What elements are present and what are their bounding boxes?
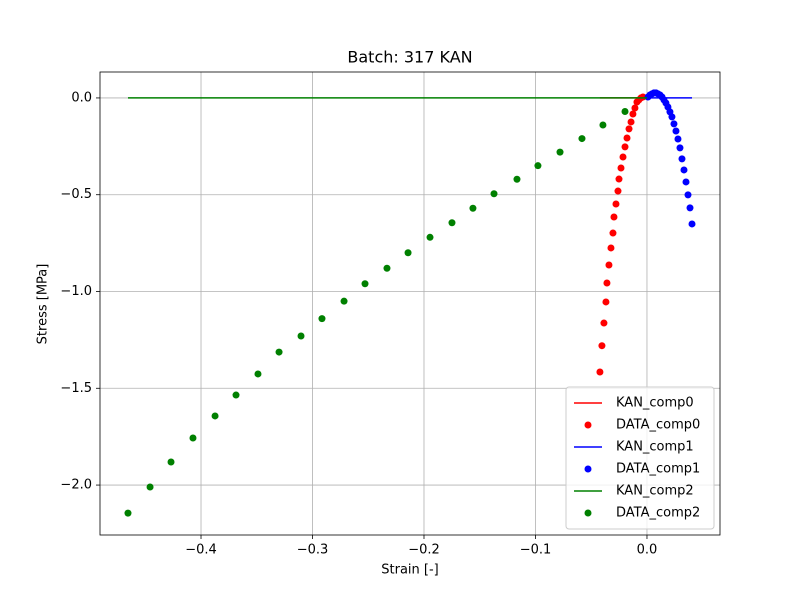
x-tick-label: −0.4 bbox=[185, 543, 217, 558]
point bbox=[605, 261, 613, 269]
point bbox=[599, 121, 607, 129]
point bbox=[682, 178, 690, 186]
point bbox=[610, 213, 618, 221]
x-tick-label: −0.3 bbox=[297, 543, 329, 558]
point bbox=[603, 279, 611, 287]
point bbox=[426, 233, 434, 241]
point bbox=[448, 219, 456, 227]
point bbox=[619, 153, 627, 161]
point bbox=[490, 190, 498, 198]
point bbox=[674, 135, 682, 143]
point bbox=[297, 332, 305, 340]
legend-label: DATA_comp2 bbox=[616, 506, 700, 521]
point bbox=[680, 166, 688, 174]
point bbox=[615, 175, 623, 183]
y-tick-label: −1.0 bbox=[60, 284, 92, 299]
point bbox=[607, 244, 615, 252]
x-tick-label: 0.0 bbox=[637, 543, 658, 558]
point bbox=[629, 110, 637, 118]
y-tick-label: −1.5 bbox=[60, 381, 92, 396]
point bbox=[668, 113, 676, 121]
point bbox=[621, 143, 629, 151]
point bbox=[254, 370, 262, 378]
point bbox=[513, 175, 521, 183]
legend-label: KAN_comp1 bbox=[616, 440, 694, 455]
point bbox=[678, 155, 686, 163]
point bbox=[600, 319, 608, 327]
point bbox=[612, 200, 620, 208]
point bbox=[614, 187, 622, 195]
point bbox=[167, 458, 175, 466]
point bbox=[617, 164, 625, 172]
point bbox=[124, 509, 132, 517]
point bbox=[469, 204, 477, 212]
point bbox=[275, 348, 283, 356]
y-tick-label: −0.5 bbox=[60, 187, 92, 202]
point bbox=[596, 368, 604, 376]
point bbox=[211, 412, 219, 420]
point bbox=[578, 135, 586, 143]
point bbox=[361, 280, 369, 288]
legend-box bbox=[565, 386, 715, 530]
x-tick-label: −0.2 bbox=[408, 543, 440, 558]
point bbox=[621, 107, 629, 115]
point bbox=[598, 342, 606, 350]
point bbox=[534, 162, 542, 170]
legend-marker bbox=[584, 465, 592, 473]
point bbox=[688, 220, 696, 228]
legend: KAN_comp0 DATA_comp0 KAN_comp1 DATA_comp1 KA… bbox=[565, 386, 715, 530]
point bbox=[684, 191, 692, 199]
point bbox=[631, 104, 639, 112]
y-tick-label: 0.0 bbox=[71, 90, 92, 105]
point bbox=[625, 125, 633, 133]
point bbox=[609, 229, 617, 237]
x-tick-label: −0.1 bbox=[520, 543, 552, 558]
x-axis-label: Strain [-] bbox=[381, 563, 438, 578]
y-axis-label: Stress [MPa] bbox=[36, 264, 51, 345]
point bbox=[383, 264, 391, 272]
point bbox=[404, 249, 412, 257]
point bbox=[670, 120, 678, 128]
legend-label: DATA_comp0 bbox=[616, 418, 700, 433]
point bbox=[556, 148, 564, 156]
legend-marker bbox=[584, 421, 592, 429]
axes-frame bbox=[99, 71, 721, 536]
point bbox=[232, 391, 240, 399]
point bbox=[146, 483, 154, 491]
point bbox=[639, 93, 647, 101]
legend-label: KAN_comp0 bbox=[616, 396, 694, 411]
point bbox=[627, 118, 635, 126]
point bbox=[189, 434, 197, 442]
point bbox=[676, 144, 684, 152]
point bbox=[686, 204, 694, 212]
point bbox=[672, 127, 680, 135]
y-tick-label: −2.0 bbox=[60, 478, 92, 493]
point bbox=[318, 315, 326, 323]
point bbox=[623, 134, 631, 142]
legend-label: DATA_comp1 bbox=[616, 462, 700, 477]
chart-title: Batch: 317 KAN bbox=[347, 48, 472, 67]
legend-label: KAN_comp2 bbox=[616, 484, 694, 499]
legend-marker bbox=[584, 509, 592, 517]
point bbox=[602, 298, 610, 306]
point bbox=[340, 297, 348, 305]
